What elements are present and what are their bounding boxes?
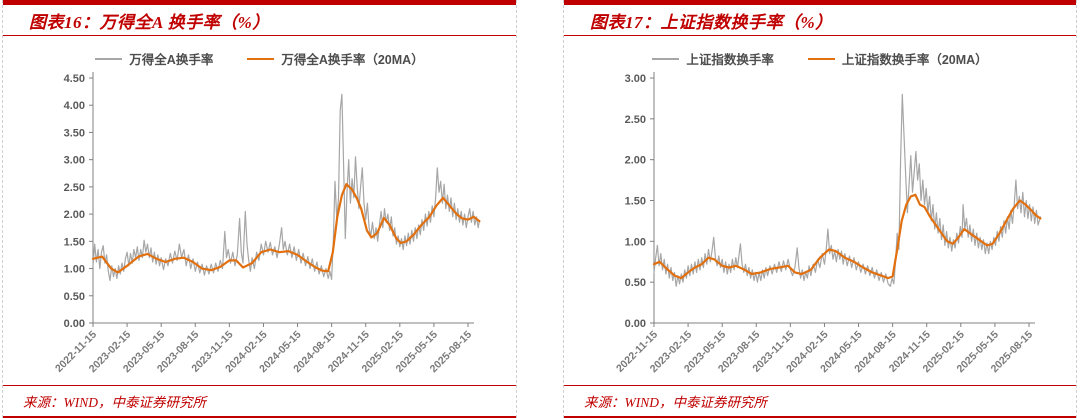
source-note: 来源：WIND，中泰证券研究所 <box>584 395 767 410</box>
y-tick-label: 1.50 <box>625 196 646 208</box>
y-tick-label: 3.00 <box>64 155 85 167</box>
line-chart: 0.000.501.001.502.002.503.002022-11-1520… <box>614 72 1042 375</box>
y-tick-label: 0.50 <box>625 277 646 289</box>
legend-item: 上证指数换手率 <box>652 49 774 68</box>
legend-line-swatch <box>95 57 123 60</box>
y-tick-label: 0.00 <box>625 318 646 330</box>
figure-title-row: 图表16：万得全A 换手率（%） <box>3 5 516 36</box>
raw-turnover-line <box>92 93 480 282</box>
y-tick-label: 0.50 <box>64 291 85 303</box>
y-tick-label: 1.00 <box>625 236 646 248</box>
legend-item: 万得全A换手率 <box>95 49 213 68</box>
y-tick-label: 2.00 <box>64 209 85 221</box>
legend-label: 上证指数换手率 <box>686 53 774 67</box>
legend-line-swatch <box>652 57 680 60</box>
raw-turnover-line <box>653 93 1041 287</box>
legend-label: 万得全A换手率 <box>129 53 214 67</box>
legend-item: 万得全A换手率（20MA） <box>247 49 424 68</box>
ma20-turnover-line <box>91 183 481 274</box>
legend-item: 上证指数换手率（20MA） <box>807 49 988 68</box>
legend-line-swatch <box>807 57 835 60</box>
figure-panel-17: 图表17：上证指数换手率（%） 上证指数换手率 上证指数换手率（20MA） 0.0… <box>563 0 1077 418</box>
figure-panel-16: 图表16：万得全A 换手率（%） 万得全A换手率 万得全A换手率（20MA） 0.… <box>2 0 517 418</box>
y-tick-label: 1.00 <box>64 264 85 276</box>
source-note: 来源：WIND，中泰证券研究所 <box>23 395 206 410</box>
legend: 上证指数换手率 上证指数换手率（20MA） <box>564 49 1076 68</box>
source-row: 来源：WIND，中泰证券研究所 <box>564 385 1076 418</box>
y-tick-label: 2.50 <box>625 114 646 126</box>
y-tick-label: 2.50 <box>64 182 85 194</box>
y-tick-label: 3.00 <box>625 73 646 85</box>
legend-line-swatch <box>247 57 275 60</box>
legend-label: 万得全A换手率（20MA） <box>281 53 424 67</box>
ma20-turnover-line <box>652 193 1042 280</box>
figure-title: 图表16：万得全A 换手率（%） <box>29 12 270 32</box>
top-accent-bar <box>3 0 516 5</box>
source-row: 来源：WIND，中泰证券研究所 <box>3 385 516 418</box>
line-chart: 0.00 0.50 1.00 1.50 2.00 2.50 3.00 3.50 4.00 4.50… <box>53 72 481 375</box>
top-accent-bar <box>564 0 1076 5</box>
legend-label: 上证指数换手率（20MA） <box>841 53 988 67</box>
y-tick-label: 0.00 <box>64 318 85 330</box>
y-tick-label: 3.50 <box>64 127 85 139</box>
turnover-chart-shanghai-index: 上证指数换手率 上证指数换手率（20MA） 0.00 0.50 1.00 1.50 2.0… <box>564 36 1076 385</box>
y-tick-label: 4.50 <box>64 73 85 85</box>
y-tick-label: 4.00 <box>64 100 85 112</box>
legend: 万得全A换手率 万得全A换手率（20MA） <box>3 49 516 68</box>
y-tick-label: 1.50 <box>64 236 85 248</box>
turnover-chart-wind-all-a: 万得全A换手率 万得全A换手率（20MA） 0.00 0.50 1.00 1.50 2.0… <box>3 36 516 385</box>
figure-title-row: 图表17：上证指数换手率（%） <box>564 5 1076 36</box>
y-tick-label: 2.00 <box>625 155 646 167</box>
figure-title: 图表17：上证指数换手率（%） <box>590 12 833 32</box>
